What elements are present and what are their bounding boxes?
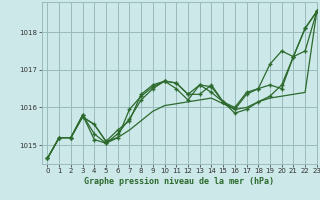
X-axis label: Graphe pression niveau de la mer (hPa): Graphe pression niveau de la mer (hPa): [84, 177, 274, 186]
